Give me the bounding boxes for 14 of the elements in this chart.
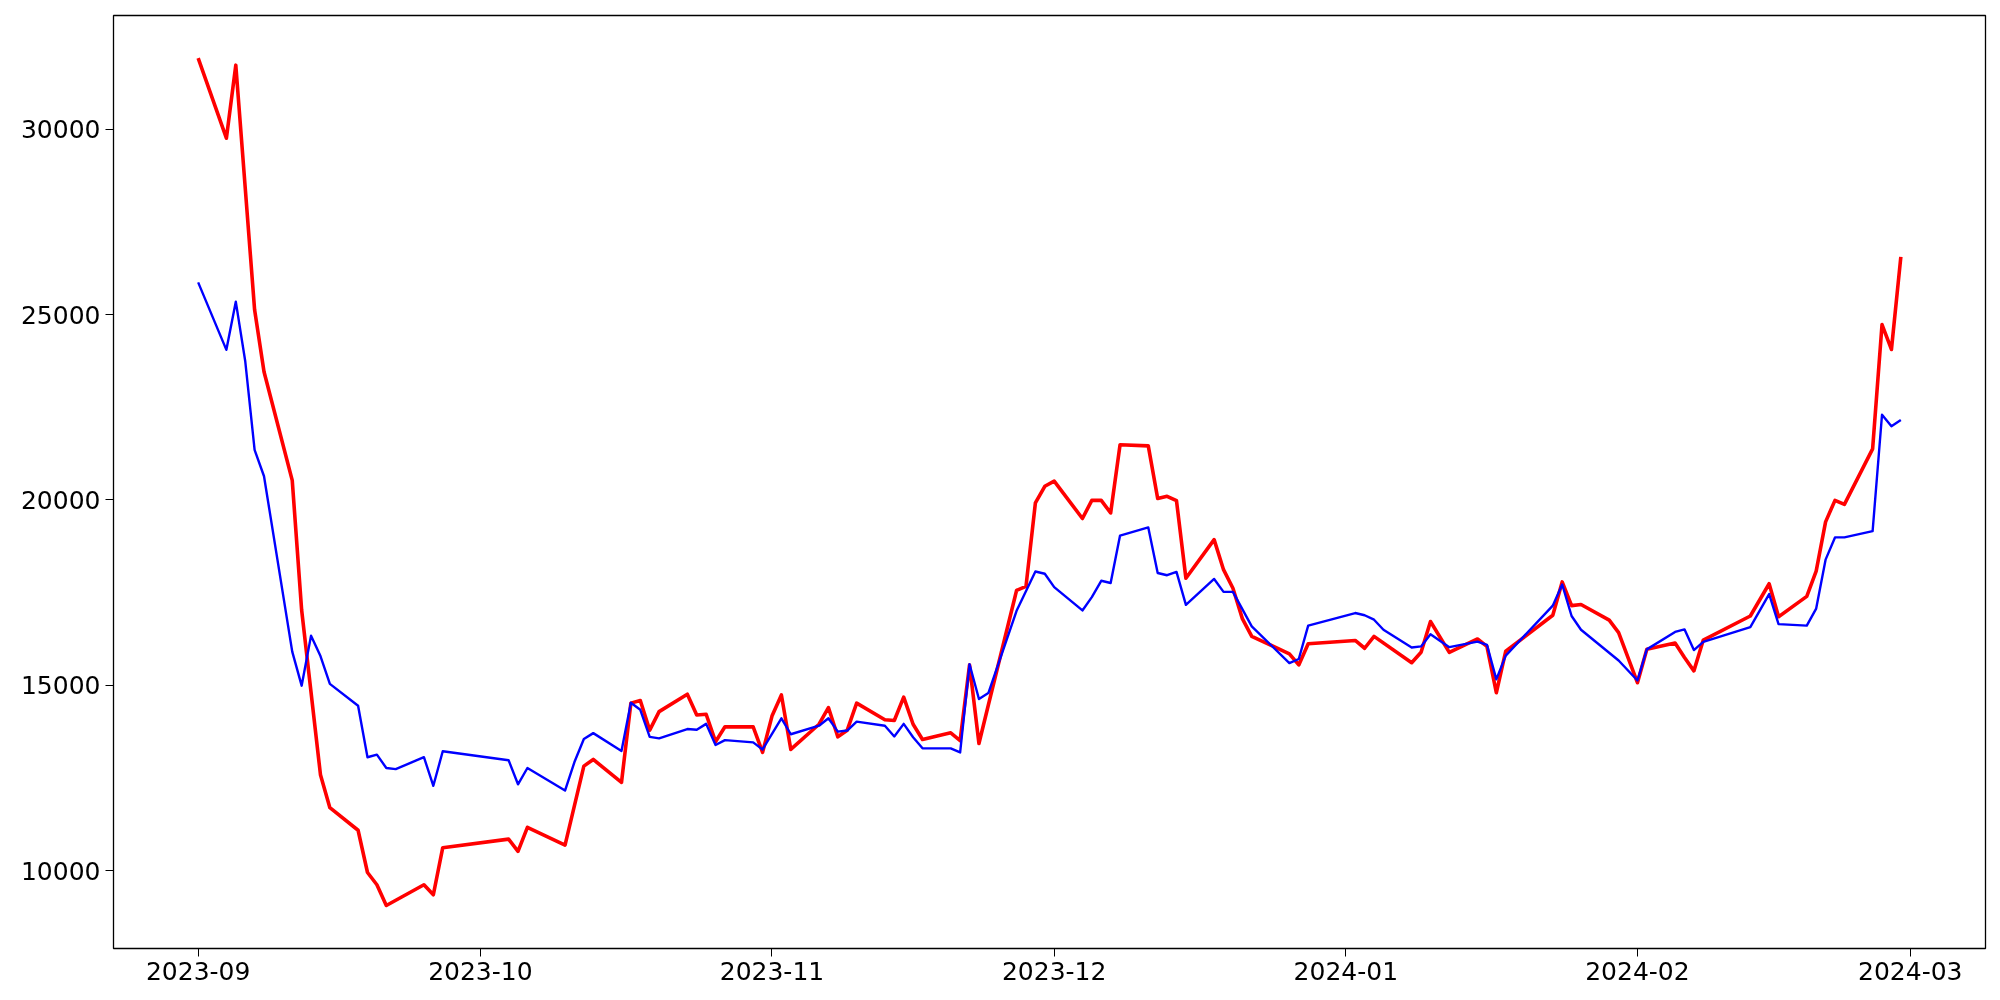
x-tick-label: 2023-11	[719, 956, 825, 986]
y-tick-label: 10000	[20, 856, 101, 886]
x-tick-label: 2023-10	[428, 956, 533, 986]
line-series	[196, 56, 1903, 908]
y-tick-label: 25000	[20, 300, 101, 330]
x-tick-label: 2024-01	[1293, 956, 1399, 986]
x-tick-label: 2023-12	[1001, 956, 1107, 986]
x-tick-label: 2023-09	[145, 956, 251, 986]
x-tick-label: 2024-03	[1858, 956, 1963, 986]
y-tick-label: 30000	[20, 115, 101, 145]
x-tick-label: 2024-02	[1585, 956, 1690, 986]
line-series	[196, 281, 1903, 792]
y-tick-label: 20000	[20, 485, 101, 515]
y-tick-label: 15000	[20, 671, 101, 701]
